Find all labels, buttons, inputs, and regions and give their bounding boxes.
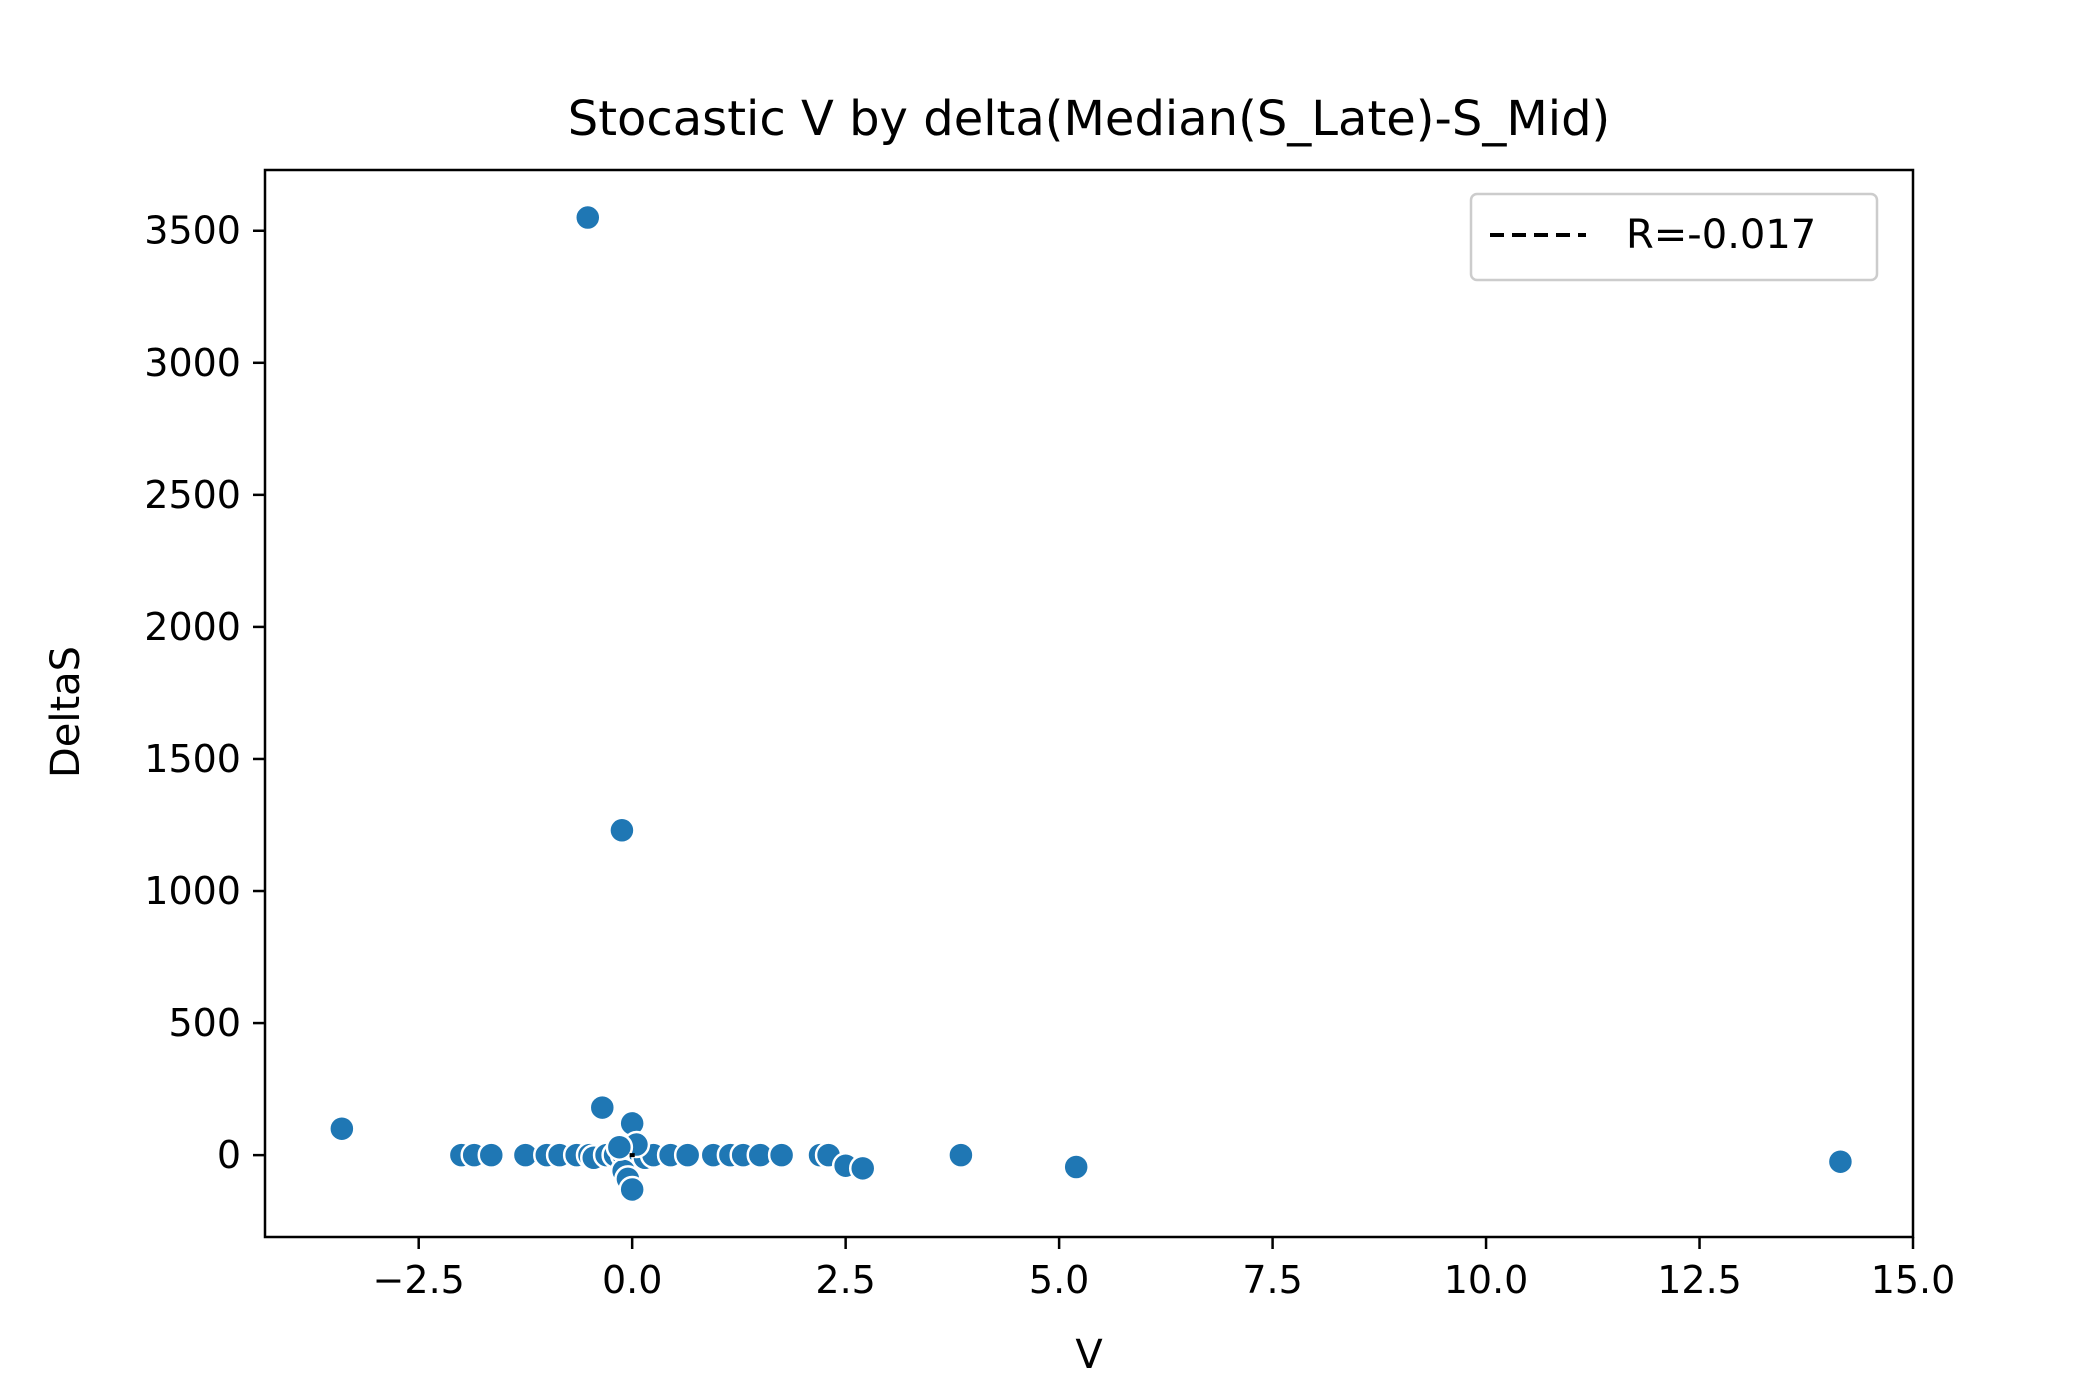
data-point (477, 1141, 506, 1169)
x-axis-label: V (1075, 1332, 1103, 1378)
x-tick-label: −2.5 (373, 1258, 465, 1302)
legend-box (1469, 192, 1879, 282)
data-point (1062, 1153, 1090, 1181)
x-tick-label: 7.5 (1242, 1258, 1302, 1302)
x-tick-label: 10.0 (1444, 1258, 1529, 1302)
x-tick-label: 2.5 (815, 1258, 875, 1302)
data-point (1826, 1147, 1855, 1176)
data-point (328, 1114, 356, 1143)
y-axis-label: DeltaS (43, 646, 89, 778)
legend: R=-0.017 (1469, 192, 1879, 282)
y-tick-label: 500 (168, 1001, 241, 1045)
data-point (605, 1133, 634, 1161)
data-point (574, 203, 602, 232)
data-point (767, 1141, 796, 1169)
plot-area (328, 203, 1855, 1204)
x-tick-label: 0.0 (602, 1258, 662, 1302)
x-tick-label: 5.0 (1029, 1258, 1089, 1302)
data-point (947, 1141, 975, 1169)
plot-frame (263, 168, 1915, 1239)
legend-label: R=-0.017 (1626, 212, 1816, 258)
data-point (618, 1175, 646, 1204)
x-tick-label: 15.0 (1871, 1258, 1956, 1302)
chart-title: Stocastic V by delta(Median(S_Late)-S_Mi… (568, 91, 1611, 147)
y-tick-label: 1500 (144, 737, 241, 781)
y-axis: 0 500 1000 1500 2000 2500 3000 3500 (144, 209, 265, 1177)
data-point (608, 816, 636, 845)
data-point (848, 1154, 877, 1183)
data-point (588, 1093, 617, 1122)
y-tick-label: 2500 (144, 473, 241, 517)
y-tick-label: 1000 (144, 869, 241, 913)
y-tick-label: 2000 (144, 605, 241, 649)
y-tick-label: 0 (217, 1133, 241, 1177)
y-tick-label: 3500 (144, 209, 241, 253)
data-point (673, 1141, 702, 1169)
x-tick-label: 12.5 (1657, 1258, 1742, 1302)
x-axis: −2.5 0.0 2.5 5.0 7.5 10.0 12.5 15.0 (373, 1237, 1956, 1302)
y-tick-label: 3000 (144, 341, 241, 385)
